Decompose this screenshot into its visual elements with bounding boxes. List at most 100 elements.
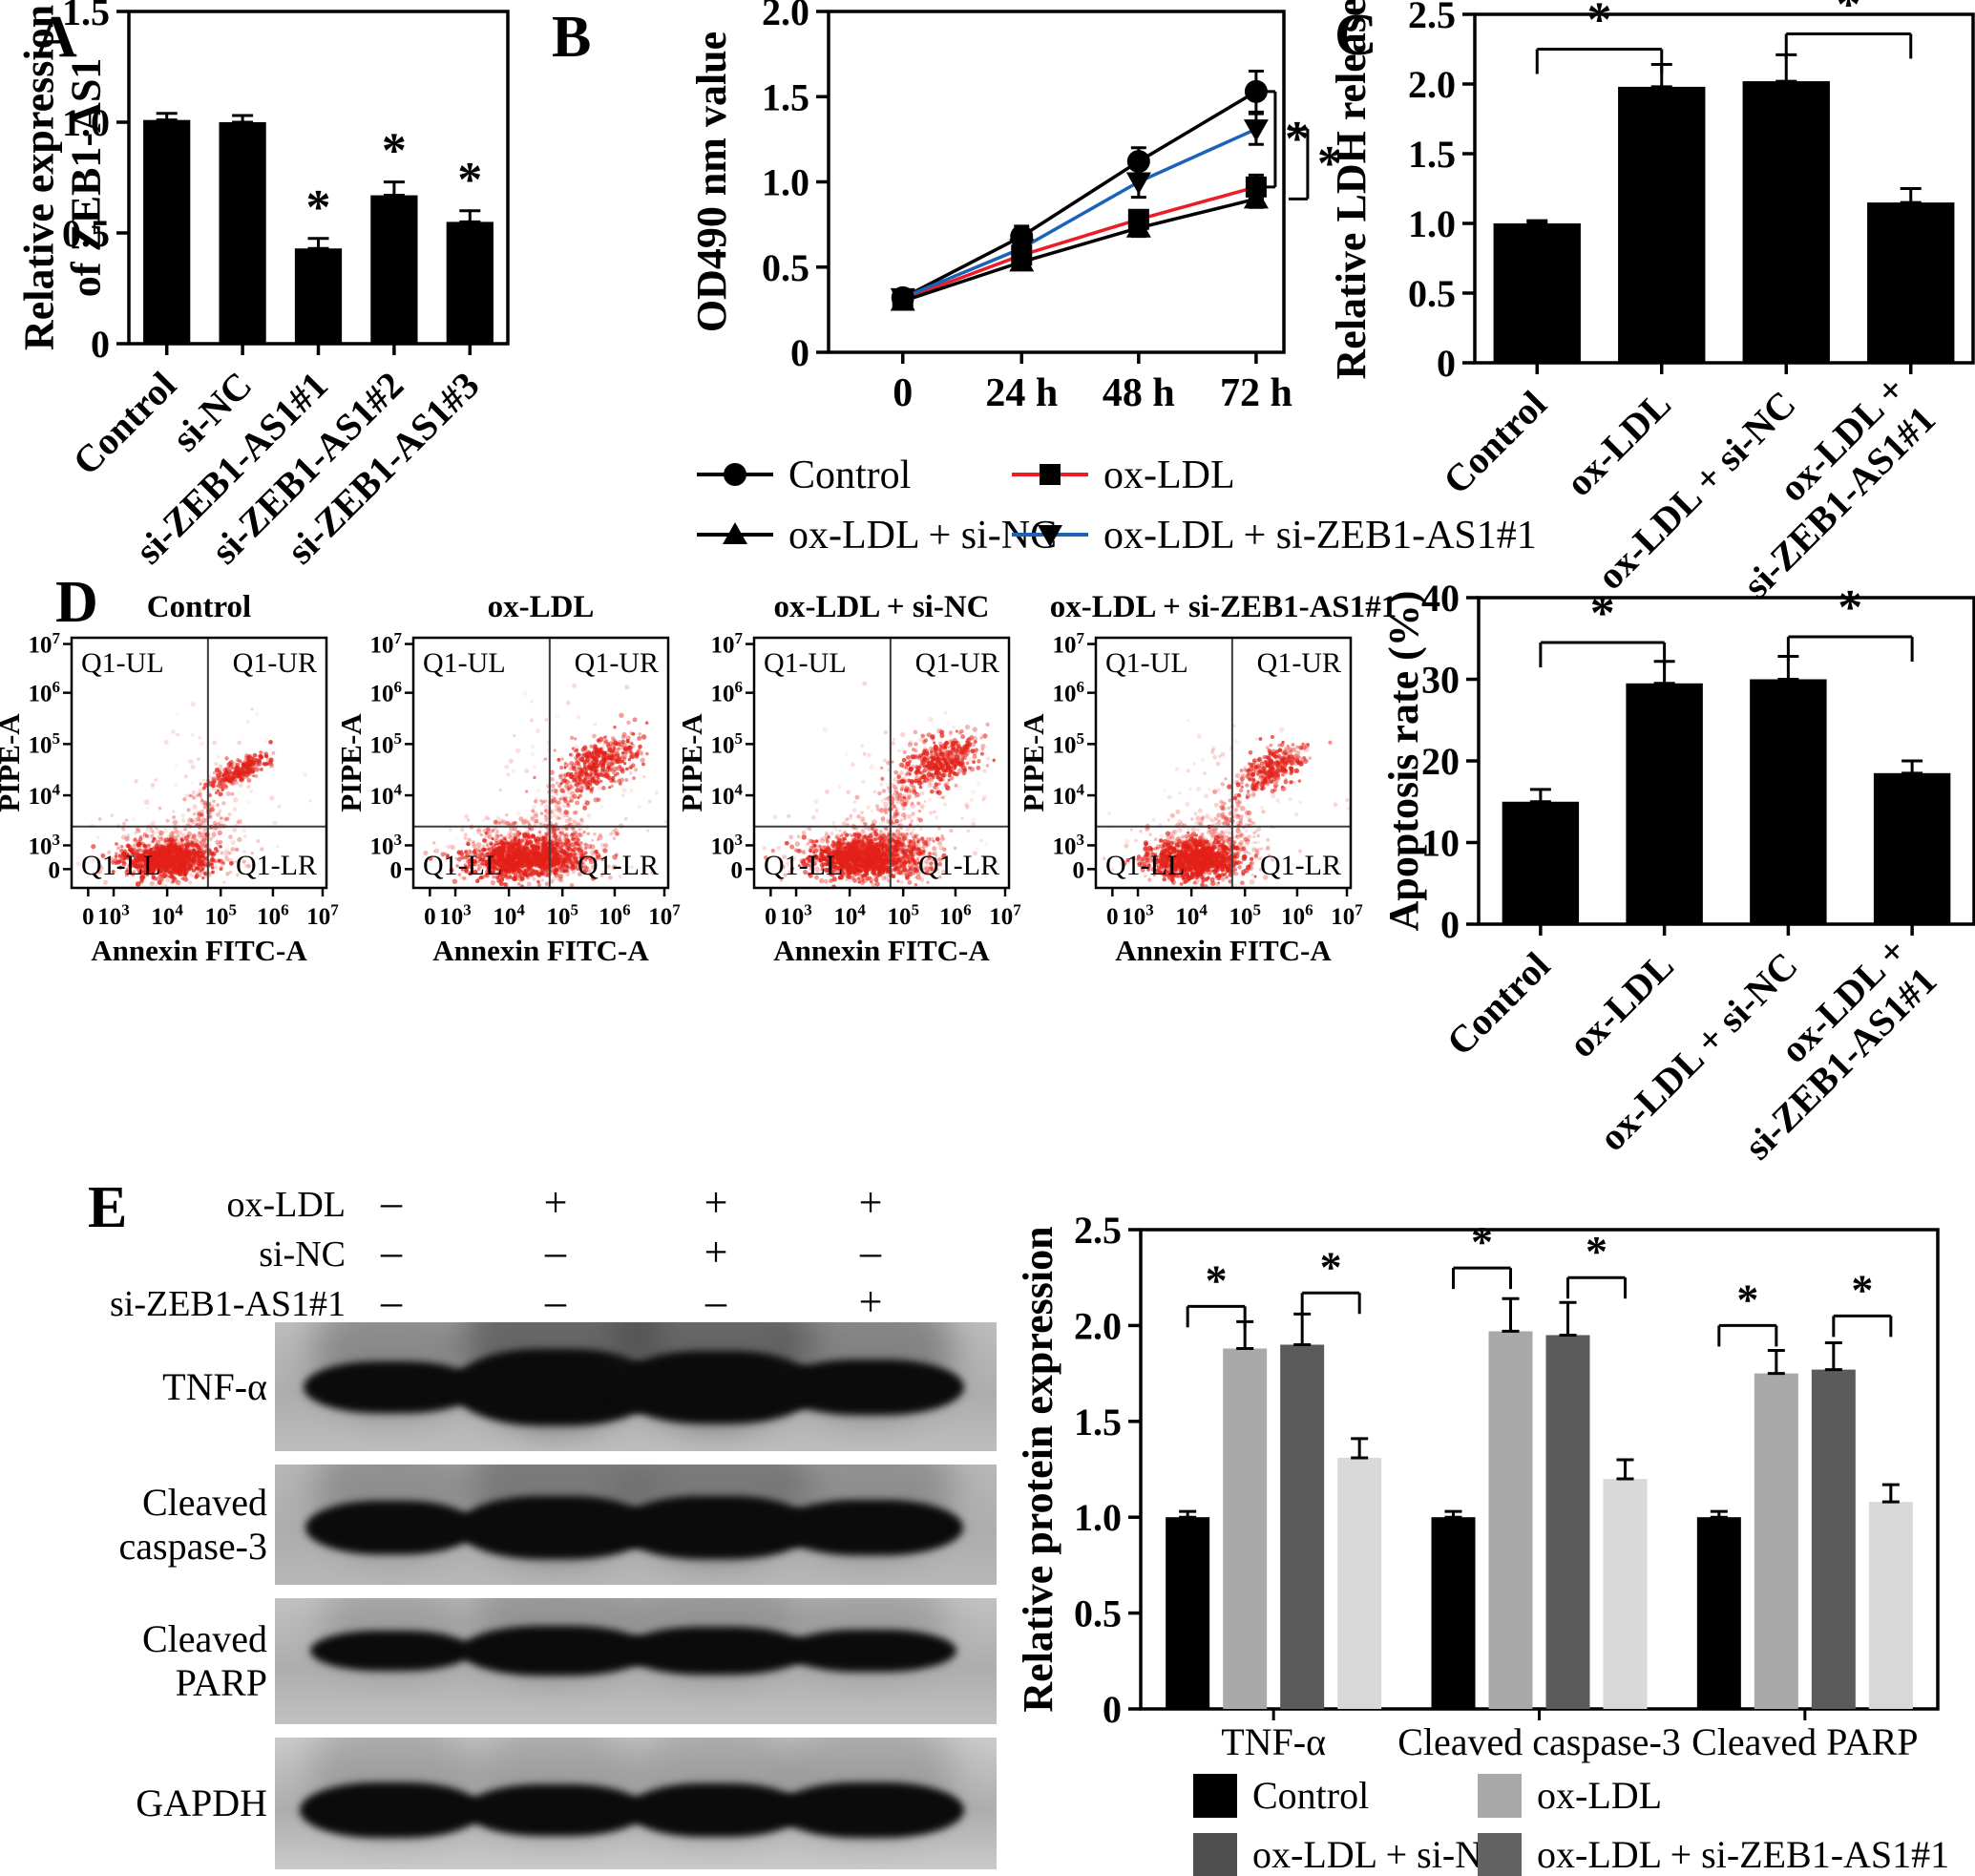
svg-text:Q1-LR: Q1-LR	[236, 850, 317, 881]
blot-condition-label: si-ZEB1-AS1#1	[110, 1284, 346, 1324]
svg-text:0: 0	[893, 371, 913, 415]
svg-text:Q1-UR: Q1-UR	[575, 647, 659, 679]
svg-text:106: 106	[257, 901, 289, 931]
svg-text:*: *	[1317, 137, 1342, 191]
svg-text:OD490 nm value: OD490 nm value	[688, 32, 735, 332]
svg-text:103: 103	[29, 831, 61, 860]
svg-text:104: 104	[370, 781, 403, 811]
scatter-points	[1102, 719, 1352, 889]
svg-text:106: 106	[599, 901, 631, 931]
svg-text:Annexin FITC-A: Annexin FITC-A	[91, 934, 307, 967]
blot-band	[778, 1499, 963, 1555]
blot-band	[305, 1500, 477, 1554]
svg-text:ox-LDL + si-ZEB1-AS1#1: ox-LDL + si-ZEB1-AS1#1	[1103, 514, 1537, 558]
svg-text:105: 105	[546, 901, 578, 931]
legend-item-ox-LDL + si-ZEB1-AS1#1: ox-LDL + si-ZEB1-AS1#1	[1012, 514, 1537, 558]
svg-text:107: 107	[648, 901, 681, 931]
blot-band	[777, 1359, 964, 1415]
svg-text:2.0: 2.0	[762, 0, 809, 33]
svg-text:107: 107	[29, 629, 61, 659]
chart-od490-growth: 0 0.5 1.0 1.5 2.0 OD490 nm value 0 24 h 48 h 72 h…	[688, 0, 1537, 558]
blot-condition-label: ox-LDL	[226, 1185, 346, 1225]
svg-text:72 h: 72 h	[1220, 371, 1292, 415]
bar-TNF-α-ox-LDL + si-NC	[1280, 1344, 1325, 1709]
bar-Cleaved PARP-ox-LDL + si-ZEB1-AS1#1	[1868, 1502, 1913, 1709]
legend-item-ox-LDL + si-ZEB1-AS1#1: ox-LDL + si-ZEB1-AS1#1	[1478, 1833, 1949, 1876]
blot-row-label: Cleaved caspase-3	[118, 1481, 267, 1568]
blot-condition-symbol: –	[381, 1278, 402, 1325]
svg-text:0: 0	[1437, 342, 1456, 385]
legend-item-ox-LDL + si-NC: ox-LDL + si-NC	[1193, 1833, 1508, 1876]
svg-text:*: *	[382, 124, 407, 179]
svg-text:105: 105	[204, 901, 237, 931]
svg-text:0: 0	[82, 904, 95, 930]
svg-text:105: 105	[29, 729, 61, 759]
panel-label-a: A	[34, 5, 77, 70]
bar-si-ZEB1-AS1#3	[446, 221, 494, 344]
bar-Control	[143, 119, 191, 345]
svg-text:103: 103	[370, 831, 403, 860]
svg-text:1.5: 1.5	[1408, 133, 1456, 176]
blot-strip-Cleaved PARP	[275, 1598, 997, 1724]
blot-strip-TNF-α	[275, 1322, 997, 1451]
svg-text:1.5: 1.5	[762, 75, 809, 118]
bar-TNF-α-ox-LDL	[1223, 1348, 1268, 1709]
bar-ox-LDL + si-ZEB1-AS1#1	[1867, 202, 1955, 363]
bar-Control	[1502, 801, 1580, 924]
blot-condition-symbol: +	[704, 1179, 728, 1226]
svg-text:Relative LDH release: Relative LDH release	[1328, 0, 1375, 379]
blot-condition-symbol: –	[705, 1278, 726, 1325]
svg-text:0.5: 0.5	[62, 212, 110, 255]
svg-text:ox-LDL +si-ZEB1-AS1#1: ox-LDL +si-ZEB1-AS1#1	[1704, 368, 1943, 607]
blot-band	[460, 1626, 651, 1676]
bar-TNF-α-ox-LDL + si-ZEB1-AS1#1	[1337, 1457, 1382, 1709]
svg-text:1.0: 1.0	[1408, 202, 1456, 245]
svg-text:103: 103	[97, 901, 129, 931]
svg-text:0.5: 0.5	[762, 246, 809, 289]
svg-text:Q1-UR: Q1-UR	[233, 647, 317, 679]
svg-text:*: *	[457, 153, 482, 207]
blot-band	[465, 1783, 646, 1836]
bar-si-ZEB1-AS1#1	[294, 248, 343, 344]
bar-ox-LDL	[1618, 86, 1706, 364]
svg-text:Q1-LL: Q1-LL	[423, 850, 502, 881]
legend-item-ox-LDL: ox-LDL	[1478, 1774, 1662, 1818]
svg-text:Control: Control	[1435, 383, 1555, 503]
blot-band	[303, 1360, 480, 1413]
flow-plot-ox-LDL + si-NC: ox-LDL + si-NCQ1-UL Q1-URQ1-LL Q1-LR010310…	[675, 590, 1021, 967]
blot-band	[777, 1781, 964, 1838]
blot-band	[627, 1782, 805, 1837]
bar-Cleaved PARP-ox-LDL + si-NC	[1811, 1369, 1856, 1709]
svg-text:*: *	[1587, 0, 1612, 48]
flow-plot-ox-LDL + si-ZEB1-AS1#1: ox-LDL + si-ZEB1-AS1#1Q1-UL Q1-URQ1-LL Q1-…	[1017, 590, 1397, 967]
legend-item-Control: Control	[697, 453, 911, 497]
svg-text:Control: Control	[147, 590, 251, 624]
blot-condition-symbol: –	[545, 1278, 566, 1325]
blot-condition-symbol: –	[381, 1179, 402, 1226]
legend-item-ox-LDL + si-NC: ox-LDL + si-NC	[697, 514, 1057, 558]
panel-label-e: E	[88, 1175, 128, 1240]
panel-label-c: C	[1334, 3, 1377, 68]
svg-text:*: *	[1837, 0, 1861, 32]
blot-strip-GAPDH	[275, 1738, 997, 1869]
legend-item-ox-LDL: ox-LDL	[1012, 453, 1235, 497]
blot-row-label: GAPDH	[136, 1781, 267, 1824]
svg-text:106: 106	[370, 678, 403, 707]
svg-text:1.5: 1.5	[62, 0, 110, 33]
blot-row-label: Cleaved PARP	[141, 1617, 267, 1704]
bar-Cleaved PARP-ox-LDL	[1754, 1373, 1798, 1709]
blot-condition-symbol: –	[545, 1229, 566, 1275]
blot-band	[622, 1627, 809, 1676]
chart-ldh-release: 0 0.5 1.0 1.5 2.0 2.5 Relative LDH release Cont…	[1328, 0, 1975, 606]
svg-text:PIPE-A: PIPE-A	[0, 713, 26, 812]
svg-text:104: 104	[151, 901, 183, 931]
panel-label-d: D	[55, 570, 98, 635]
svg-text:104: 104	[493, 901, 525, 931]
bar-Control	[1493, 223, 1581, 363]
svg-text:104: 104	[29, 781, 61, 811]
svg-text:0.5: 0.5	[1408, 272, 1456, 315]
svg-text:0: 0	[91, 323, 110, 366]
